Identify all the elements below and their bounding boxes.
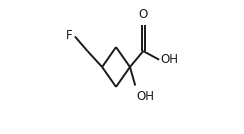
Text: OH: OH (161, 53, 179, 66)
Text: O: O (139, 8, 148, 21)
Text: F: F (66, 29, 73, 42)
Text: OH: OH (136, 90, 154, 103)
